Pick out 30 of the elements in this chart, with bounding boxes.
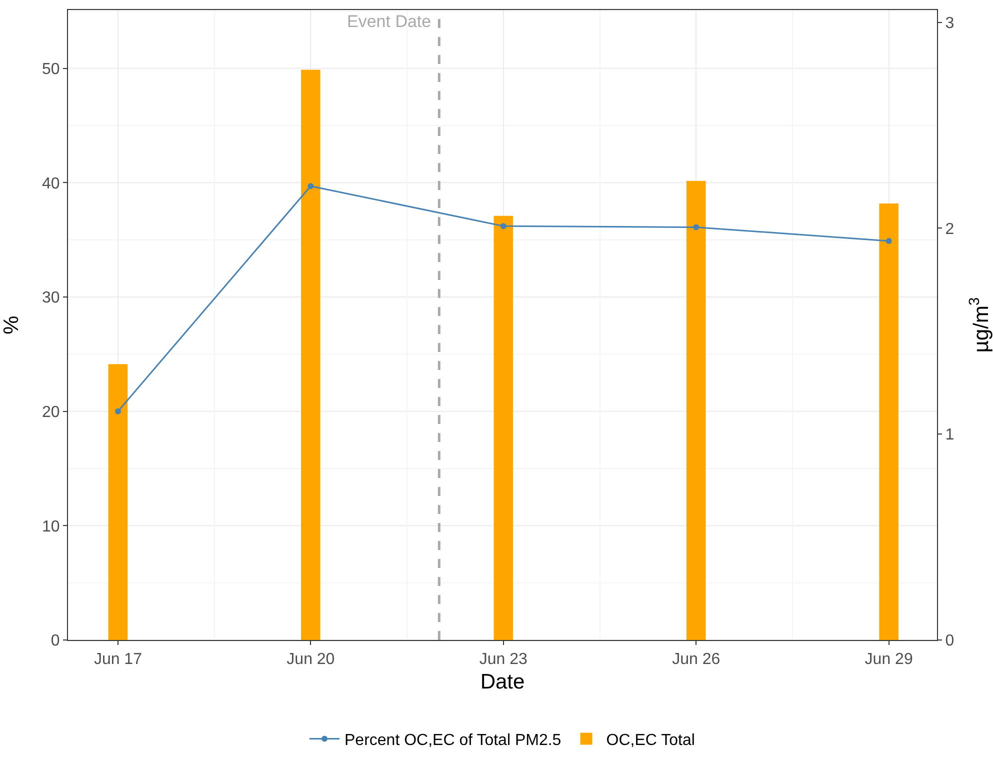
x-tick-label: Jun 20: [286, 651, 335, 668]
y2-tick-label: 2: [945, 220, 954, 238]
x-tick-label: Jun 29: [864, 651, 913, 668]
point: [886, 238, 892, 244]
bar: [879, 204, 898, 640]
bar: [301, 70, 320, 640]
x-tick-label: Jun 26: [672, 651, 720, 668]
legend-label: OC,EC Total: [606, 732, 695, 750]
y-tick-label: 50: [42, 60, 60, 78]
y-tick-label: 20: [42, 404, 60, 421]
legend-label: Percent OC,EC of Total PM2.5: [344, 732, 562, 750]
y-axis-title: %: [0, 316, 23, 334]
point: [500, 223, 506, 230]
y-tick-label: 40: [42, 175, 60, 192]
y-tick-label: 10: [42, 518, 60, 536]
y2-tick-label: 3: [945, 14, 954, 32]
y2-tick-label: 0: [945, 632, 954, 650]
point: [114, 408, 121, 414]
x-axis-title: Date: [480, 670, 525, 694]
y-tick-label: 0: [50, 632, 60, 650]
bar: [108, 364, 128, 640]
y2-tick-label: 1: [945, 426, 954, 444]
point: [308, 183, 314, 190]
ref-line-label: Event Date: [347, 12, 432, 31]
x-tick-label: Jun 17: [94, 651, 142, 668]
x-tick-label: Jun 23: [479, 651, 528, 668]
y-tick-label: 30: [42, 290, 60, 307]
bar: [686, 180, 706, 640]
point: [693, 224, 700, 230]
bar: [494, 216, 514, 640]
